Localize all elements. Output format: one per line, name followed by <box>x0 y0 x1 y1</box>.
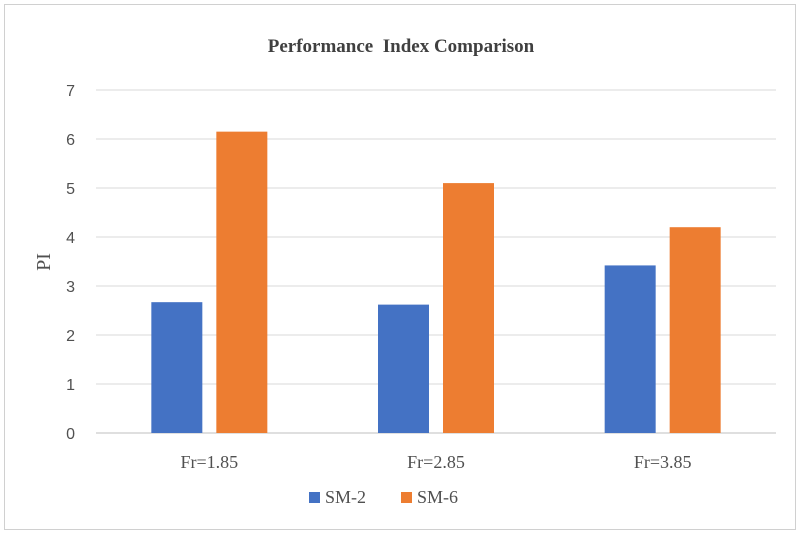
chart-frame <box>4 4 796 530</box>
bar-sm-6-3 <box>669 227 721 433</box>
bar-sm-2-1 <box>151 302 203 433</box>
legend-swatch-sm-6 <box>401 492 412 503</box>
legend: SM-2 SM-6 <box>309 487 458 507</box>
legend-label-sm-6: SM-6 <box>417 487 458 507</box>
x-category-label: Fr=1.85 <box>181 452 239 472</box>
y-tick-label: 0 <box>66 426 75 443</box>
chart-title: Performance Index Comparison <box>268 36 535 57</box>
y-tick-label: 2 <box>66 328 75 345</box>
y-axis-label: PI <box>33 253 55 271</box>
legend-swatch-sm-2 <box>309 492 320 503</box>
y-tick-label: 3 <box>66 279 75 296</box>
gridlines <box>96 89 776 434</box>
y-tick-label: 7 <box>66 83 75 100</box>
y-tick-label: 5 <box>66 181 75 198</box>
y-tick-label: 4 <box>66 230 75 247</box>
bars <box>151 131 721 433</box>
x-category-labels: Fr=1.85 Fr=2.85 Fr=3.85 <box>181 452 692 472</box>
legend-label-sm-2: SM-2 <box>325 487 366 507</box>
y-tick-label: 1 <box>66 377 75 394</box>
bar-sm-2-2 <box>378 304 429 433</box>
bar-sm-2-3 <box>604 265 656 433</box>
bar-sm-6-1 <box>216 131 268 433</box>
y-tick-labels: 0 1 2 3 4 5 6 7 <box>66 83 75 443</box>
x-category-label: Fr=2.85 <box>407 452 465 472</box>
y-tick-label: 6 <box>66 132 75 149</box>
bar-sm-6-2 <box>443 183 494 433</box>
x-category-label: Fr=3.85 <box>634 452 692 472</box>
